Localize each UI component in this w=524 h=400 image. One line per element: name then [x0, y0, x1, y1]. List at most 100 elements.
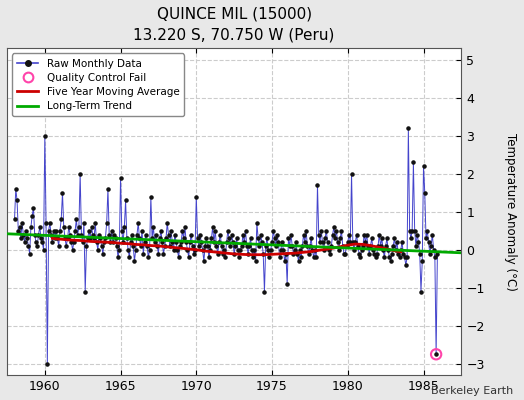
- Point: [369, 246, 377, 253]
- Point: [47, 231, 56, 238]
- Point: [294, 258, 303, 264]
- Point: [327, 243, 335, 249]
- Point: [307, 235, 315, 242]
- Point: [158, 239, 167, 245]
- Point: [215, 239, 223, 245]
- Point: [383, 235, 391, 242]
- Point: [326, 250, 334, 257]
- Point: [255, 243, 264, 249]
- Point: [80, 220, 88, 226]
- Point: [249, 254, 257, 260]
- Point: [49, 228, 58, 234]
- Point: [293, 250, 301, 257]
- Point: [171, 231, 179, 238]
- Point: [130, 258, 139, 264]
- Point: [114, 254, 122, 260]
- Point: [99, 250, 107, 257]
- Point: [219, 250, 227, 257]
- Point: [260, 288, 269, 295]
- Point: [323, 239, 332, 245]
- Point: [431, 254, 439, 260]
- Point: [289, 250, 298, 257]
- Point: [423, 228, 431, 234]
- Point: [183, 246, 192, 253]
- Point: [312, 254, 320, 260]
- Point: [348, 239, 357, 245]
- Point: [141, 231, 150, 238]
- Point: [214, 250, 222, 257]
- Point: [321, 235, 329, 242]
- Point: [173, 246, 181, 253]
- Point: [94, 246, 102, 253]
- Point: [145, 246, 154, 253]
- Point: [110, 231, 118, 238]
- Point: [149, 224, 158, 230]
- Point: [395, 254, 403, 260]
- Point: [111, 235, 119, 242]
- Point: [322, 228, 331, 234]
- Point: [150, 239, 159, 245]
- Point: [28, 212, 36, 219]
- Point: [244, 250, 252, 257]
- Point: [63, 235, 72, 242]
- Point: [67, 239, 75, 245]
- Point: [417, 288, 425, 295]
- Point: [381, 243, 390, 249]
- Point: [200, 258, 208, 264]
- Point: [390, 235, 399, 242]
- Point: [169, 246, 178, 253]
- Point: [259, 250, 267, 257]
- Point: [144, 254, 152, 260]
- Point: [243, 243, 251, 249]
- Point: [412, 243, 420, 249]
- Point: [428, 231, 436, 238]
- Point: [406, 228, 414, 234]
- Point: [361, 239, 369, 245]
- Point: [66, 231, 74, 238]
- Point: [135, 235, 144, 242]
- Point: [291, 246, 299, 253]
- Point: [52, 228, 60, 234]
- Point: [365, 250, 374, 257]
- Point: [180, 235, 188, 242]
- Point: [199, 246, 207, 253]
- Point: [75, 224, 83, 230]
- Point: [162, 235, 170, 242]
- Point: [115, 246, 124, 253]
- Point: [95, 231, 103, 238]
- Point: [258, 239, 266, 245]
- Point: [60, 224, 68, 230]
- Point: [313, 182, 322, 188]
- Point: [409, 159, 418, 166]
- Point: [320, 246, 328, 253]
- Point: [355, 250, 363, 257]
- Point: [45, 228, 53, 234]
- Point: [36, 224, 44, 230]
- Point: [393, 239, 401, 245]
- Point: [174, 254, 183, 260]
- Legend: Raw Monthly Data, Quality Control Fail, Five Year Moving Average, Long-Term Tren: Raw Monthly Data, Quality Control Fail, …: [12, 54, 184, 116]
- Point: [143, 243, 151, 249]
- Point: [404, 125, 412, 131]
- Point: [14, 228, 23, 234]
- Point: [134, 220, 143, 226]
- Point: [71, 228, 79, 234]
- Text: Berkeley Earth: Berkeley Earth: [431, 386, 514, 396]
- Point: [166, 243, 174, 249]
- Point: [122, 197, 130, 204]
- Point: [86, 235, 94, 242]
- Point: [196, 231, 204, 238]
- Point: [91, 220, 100, 226]
- Point: [104, 186, 112, 192]
- Point: [126, 239, 135, 245]
- Point: [370, 250, 378, 257]
- Point: [105, 231, 113, 238]
- Point: [120, 224, 128, 230]
- Point: [157, 228, 165, 234]
- Point: [302, 228, 310, 234]
- Point: [152, 231, 160, 238]
- Point: [107, 228, 116, 234]
- Point: [311, 246, 319, 253]
- Point: [210, 239, 218, 245]
- Point: [72, 216, 81, 222]
